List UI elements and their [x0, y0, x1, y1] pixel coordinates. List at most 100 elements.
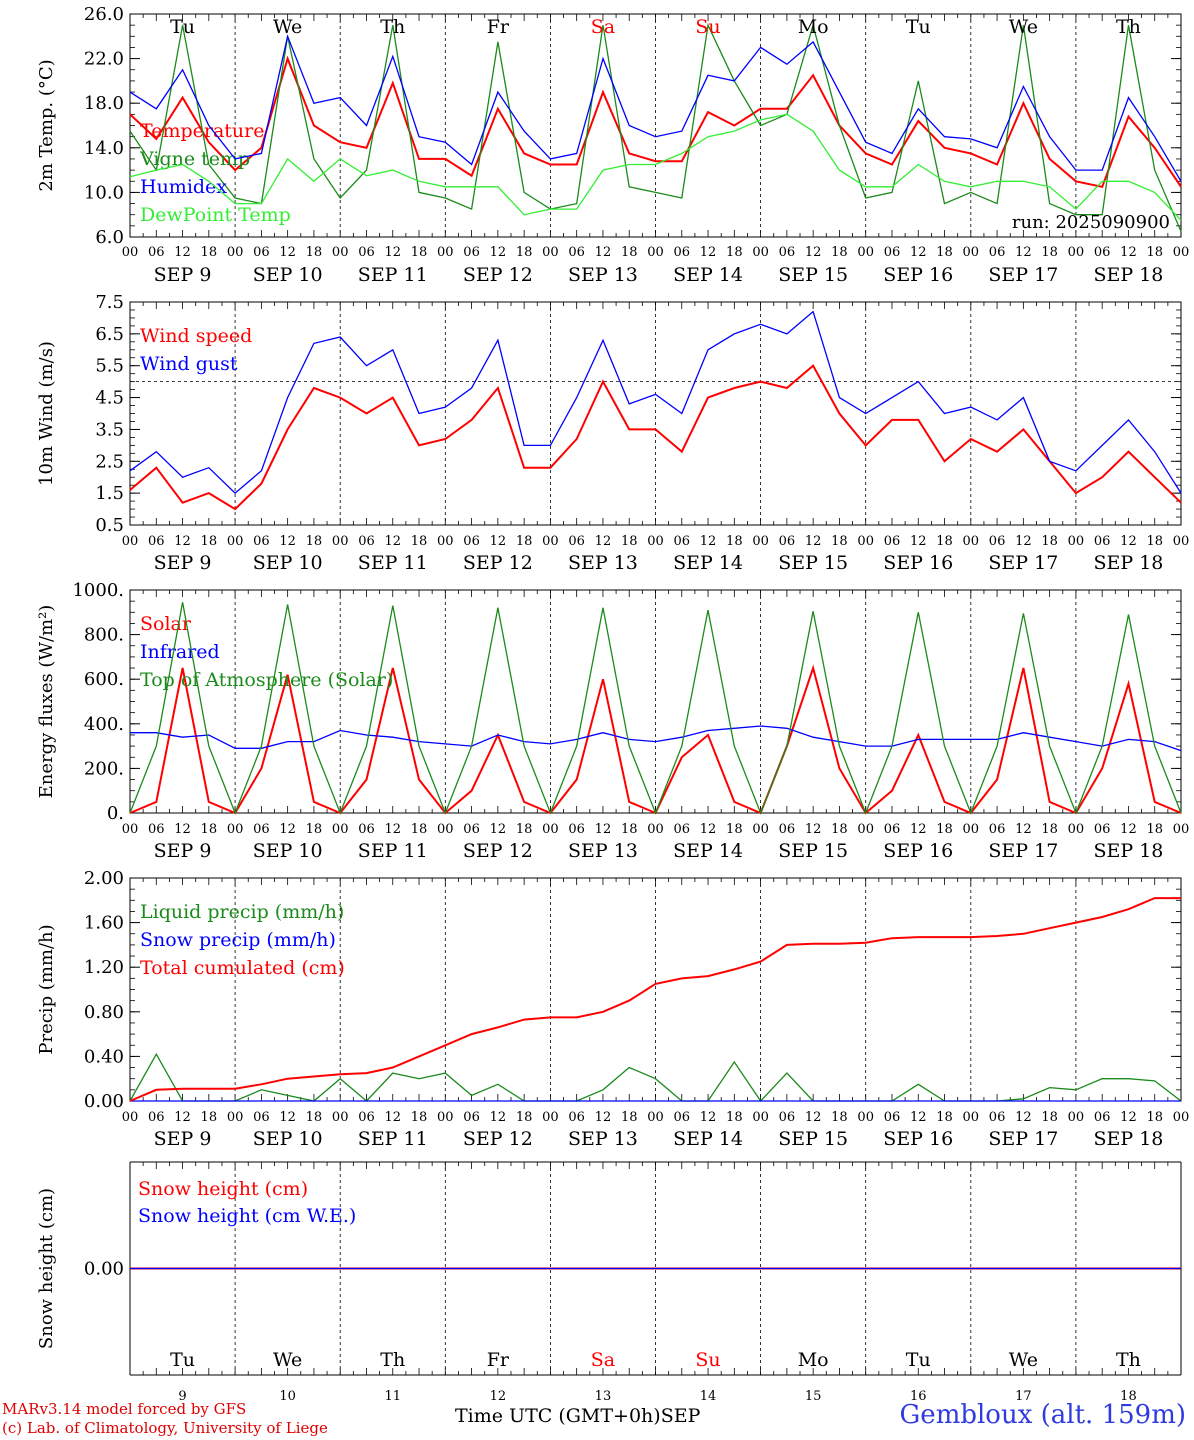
hour-tick-label: 18 — [726, 245, 743, 260]
date-label: SEP 16 — [883, 552, 953, 574]
hour-tick-label: 00 — [122, 245, 139, 260]
date-label: SEP 18 — [1094, 840, 1164, 862]
hour-tick-label: 12 — [384, 1110, 401, 1125]
hour-tick-label: 00 — [1173, 534, 1190, 549]
hour-tick-label: 18 — [831, 534, 848, 549]
date-label: SEP 16 — [883, 840, 953, 862]
hour-tick-label: 00 — [1068, 1110, 1085, 1125]
date-label: SEP 10 — [253, 264, 323, 286]
hour-tick-label: 00 — [437, 822, 454, 837]
y-tick-label: 0.5 — [95, 515, 124, 536]
y-tick-label: 0.00 — [84, 1091, 124, 1112]
date-label: SEP 13 — [568, 264, 638, 286]
hour-tick-label: 18 — [1146, 1110, 1163, 1125]
hour-tick-label: 12 — [805, 534, 822, 549]
hour-tick-label: 06 — [779, 534, 796, 549]
y-axis-label: Energy fluxes (W/m²) — [36, 605, 57, 799]
date-label: SEP 14 — [673, 552, 743, 574]
date-label: SEP 14 — [673, 1128, 743, 1150]
y-tick-label: 10.0 — [84, 182, 124, 203]
hour-tick-label: 00 — [332, 822, 349, 837]
hour-tick-label: 12 — [490, 534, 507, 549]
hour-tick-label: 18 — [726, 822, 743, 837]
date-label: SEP 18 — [1094, 552, 1164, 574]
hour-tick-label: 00 — [752, 822, 769, 837]
hour-tick-label: 00 — [1068, 822, 1085, 837]
hour-tick-label: 18 — [411, 1110, 428, 1125]
x-axis-month: SEP — [660, 1405, 701, 1427]
hour-tick-label: 06 — [884, 1110, 901, 1125]
hour-tick-label: 00 — [122, 534, 139, 549]
day-name-label: Sa — [591, 1349, 615, 1371]
hour-tick-label: 12 — [910, 822, 927, 837]
model-credit: MARv3.14 model forced by GFS — [2, 1400, 247, 1418]
day-name-label: Mo — [798, 16, 829, 38]
y-tick-label: 22.0 — [84, 49, 124, 70]
day-number-label: 11 — [384, 1389, 401, 1404]
hour-tick-label: 12 — [1120, 245, 1137, 260]
hour-tick-label: 12 — [910, 1110, 927, 1125]
date-label: SEP 12 — [463, 1128, 533, 1150]
hour-tick-label: 06 — [1094, 822, 1111, 837]
hour-tick-label: 18 — [201, 534, 218, 549]
date-label: SEP 10 — [253, 1128, 323, 1150]
hour-tick-label: 00 — [542, 534, 559, 549]
day-name-label: Sa — [591, 16, 615, 38]
date-label: SEP 17 — [988, 1128, 1058, 1150]
date-label: SEP 16 — [883, 1128, 953, 1150]
day-number-label: 18 — [1120, 1389, 1137, 1404]
hour-tick-label: 12 — [700, 1110, 717, 1125]
hour-tick-label: 06 — [884, 534, 901, 549]
series-line-vigne-temp — [129, 22, 1182, 232]
hour-tick-label: 18 — [1146, 822, 1163, 837]
hour-tick-label: 12 — [490, 1110, 507, 1125]
hour-tick-label: 18 — [936, 245, 953, 260]
lab-credit: (c) Lab. of Climatology, University of L… — [2, 1419, 328, 1437]
hour-tick-label: 00 — [857, 1110, 874, 1125]
hour-tick-label: 12 — [384, 245, 401, 260]
hour-tick-label: 18 — [516, 534, 533, 549]
location-label: Gembloux (alt. 159m) — [899, 1400, 1186, 1430]
day-name-label: Su — [695, 1349, 720, 1371]
hour-tick-label: 18 — [831, 1110, 848, 1125]
hour-tick-label: 00 — [332, 245, 349, 260]
hour-tick-label: 06 — [148, 534, 165, 549]
hour-tick-label: 00 — [752, 1110, 769, 1125]
legend-entry: Snow height (cm) — [138, 1178, 308, 1200]
hour-tick-label: 12 — [805, 245, 822, 260]
hour-tick-label: 18 — [1146, 534, 1163, 549]
date-label: SEP 11 — [358, 1128, 428, 1150]
hour-tick-label: 00 — [963, 1110, 980, 1125]
y-axis-label: 10m Wind (m/s) — [36, 341, 57, 486]
legend-entry: Total cumulated (cm) — [140, 957, 345, 979]
series-line-wind-speed — [129, 364, 1182, 511]
hour-tick-label: 06 — [463, 245, 480, 260]
hour-tick-label: 12 — [490, 822, 507, 837]
plot-frame-2 — [129, 589, 1182, 814]
hour-tick-label: 06 — [1094, 1110, 1111, 1125]
hour-tick-label: 18 — [306, 245, 323, 260]
hour-tick-label: 00 — [437, 534, 454, 549]
hour-tick-label: 06 — [779, 1110, 796, 1125]
hour-tick-label: 18 — [726, 534, 743, 549]
day-name-label: Fr — [487, 1349, 510, 1371]
hour-tick-label: 12 — [700, 534, 717, 549]
hour-tick-label: 06 — [568, 534, 585, 549]
date-label: SEP 11 — [358, 552, 428, 574]
date-label: SEP 17 — [988, 552, 1058, 574]
y-tick-label: 1.60 — [84, 913, 124, 934]
hour-tick-label: 06 — [148, 1110, 165, 1125]
hour-tick-label: 18 — [936, 822, 953, 837]
hour-tick-label: 18 — [411, 245, 428, 260]
date-label: SEP 15 — [778, 840, 848, 862]
y-tick-label: 7.5 — [95, 292, 124, 313]
hour-tick-label: 12 — [595, 822, 612, 837]
hour-tick-label: 00 — [857, 822, 874, 837]
y-tick-label: 14.0 — [84, 138, 124, 159]
hour-tick-label: 12 — [1015, 822, 1032, 837]
legend-entry: Solar — [140, 613, 192, 635]
date-label: SEP 12 — [463, 840, 533, 862]
hour-tick-label: 06 — [253, 245, 270, 260]
day-number-label: 13 — [595, 1389, 612, 1404]
